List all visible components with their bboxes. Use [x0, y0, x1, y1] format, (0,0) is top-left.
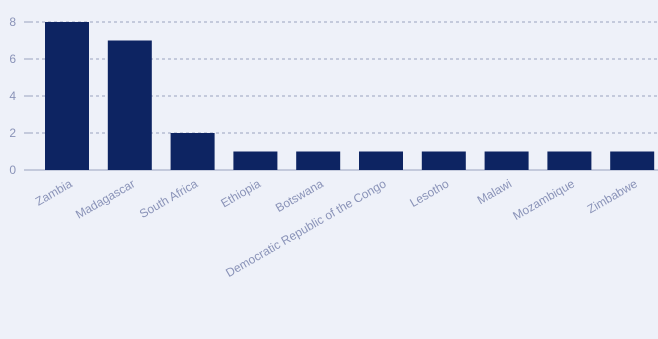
x-tick-label: Lesotho [407, 176, 451, 210]
y-tick-label: 2 [9, 126, 16, 140]
bar-ethiopia [233, 151, 278, 170]
x-tick-label: Madagascar [73, 176, 137, 221]
bar-madagascar [107, 40, 152, 170]
x-tick-label: Zimbabwe [585, 176, 640, 216]
bar-malawi [484, 151, 529, 170]
x-tick-label: Malawi [475, 176, 514, 207]
bar-democratic-republic-of-the-congo [359, 151, 403, 170]
bar-zambia [45, 22, 89, 170]
bar-zimbabwe [610, 151, 655, 170]
bar-lesotho [421, 151, 466, 170]
bar-south-africa [170, 133, 215, 170]
y-axis: 0 2 4 6 8 [9, 15, 30, 177]
x-tick-label: South Africa [137, 176, 200, 221]
x-tick-label: Botswana [273, 176, 326, 215]
x-tick-label: Zambia [33, 176, 75, 208]
y-tick-label: 4 [9, 89, 16, 103]
y-tick-label: 8 [9, 15, 16, 29]
y-tick-label: 0 [9, 163, 16, 177]
x-tick-label: Mozambique [510, 176, 577, 223]
bars [45, 22, 655, 170]
x-tick-label: Ethiopia [218, 176, 263, 210]
bar-botswana [296, 151, 341, 170]
bar-mozambique [547, 151, 592, 170]
y-tick-label: 6 [9, 52, 16, 66]
